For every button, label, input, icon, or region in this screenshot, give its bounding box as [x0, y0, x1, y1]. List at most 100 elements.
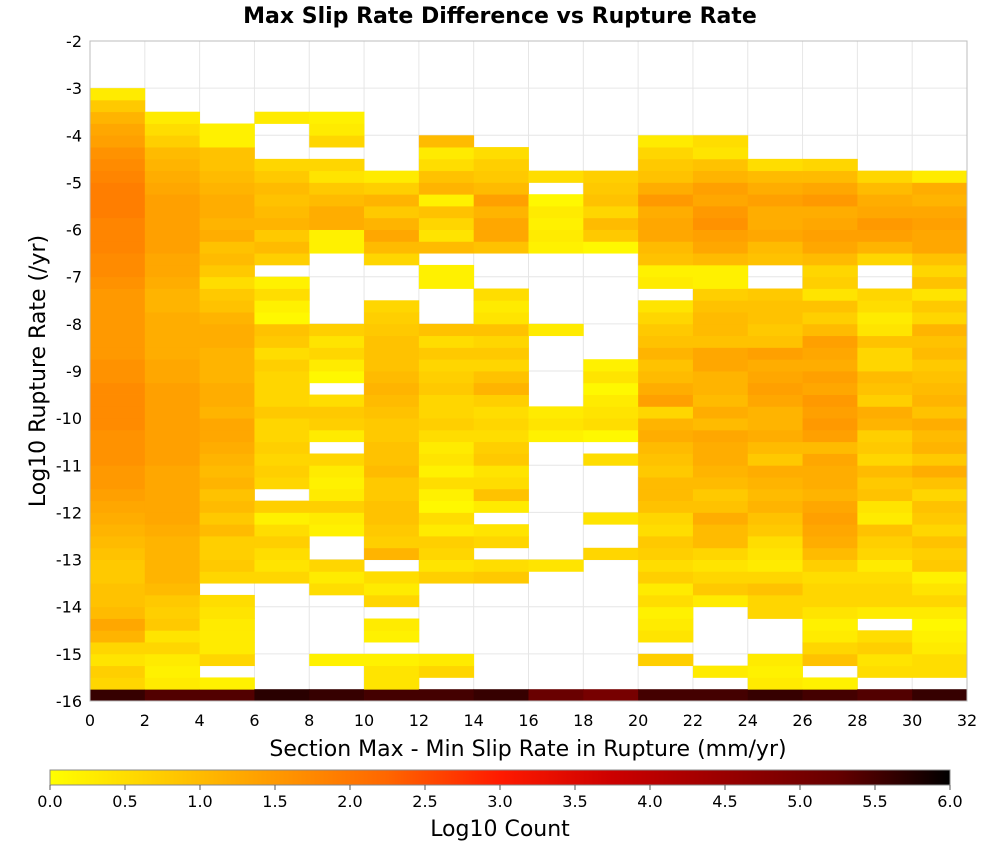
heatmap-cell [199, 170, 255, 183]
colorbar-ticks: 0.0 0.5 1.0 1.5 2.0 2.5 3.0 3.5 4.0 4.5 5.0 5.5 6.0 [37, 785, 963, 811]
x-axis-ticks: 0 2 4 6 8 10 12 14 16 18 20 22 24 26 28 30 32 [85, 711, 977, 730]
heatmap-cell [144, 512, 201, 525]
colorbar-tick-label: 5.0 [787, 792, 812, 811]
heatmap-cell [912, 182, 968, 195]
heatmap-cell [912, 394, 968, 407]
heatmap-cell [802, 229, 858, 242]
heatmap-cell [473, 465, 529, 478]
heatmap-cell [912, 194, 968, 207]
heatmap-cell [90, 217, 146, 230]
heatmap-cell [747, 229, 803, 242]
heatmap-cell [912, 429, 968, 443]
heatmap-cell [364, 524, 420, 537]
heatmap-cell [912, 264, 968, 278]
heatmap-cell [912, 276, 968, 289]
heatmap-cell [309, 689, 365, 702]
heatmap-cell [418, 418, 475, 431]
heatmap-cell [199, 135, 255, 148]
heatmap-cell [309, 241, 365, 254]
heatmap-cell [254, 111, 310, 124]
colorbar-tick-label: 0.0 [37, 792, 62, 811]
x-tick-label: 10 [354, 711, 374, 730]
heatmap-cell [90, 99, 146, 113]
heatmap-cell [583, 418, 639, 431]
heatmap-cell [144, 347, 201, 360]
heatmap-cell [254, 347, 310, 360]
heatmap-cell [692, 594, 749, 608]
heatmap-cell [802, 689, 858, 702]
heatmap-cell [418, 524, 475, 537]
heatmap-cell [90, 264, 146, 278]
heatmap-cell [638, 394, 694, 407]
heatmap-cell [857, 477, 913, 490]
heatmap-cell [802, 618, 858, 631]
heatmap-cell [802, 194, 858, 207]
heatmap-cell [144, 453, 201, 466]
heatmap-cell [90, 642, 146, 655]
heatmap-cell [364, 253, 420, 266]
heatmap-cell [857, 488, 913, 502]
heatmap-cell [747, 194, 803, 207]
heatmap-cell [90, 477, 146, 490]
heatmap-cell [528, 170, 584, 183]
heatmap-cell [802, 182, 858, 195]
heatmap-cell [912, 571, 968, 584]
heatmap-cell [912, 312, 968, 325]
heatmap-cell [912, 630, 968, 643]
y-tick-label: -4 [66, 126, 82, 145]
heatmap-cell [692, 312, 749, 325]
heatmap-cell [747, 170, 803, 183]
heatmap-cell [309, 371, 365, 384]
heatmap-cell [912, 477, 968, 490]
heatmap-cell [857, 229, 913, 242]
heatmap-cell [638, 512, 694, 525]
heatmap-cell [912, 618, 968, 631]
heatmap-cell [802, 642, 858, 655]
heatmap-cell [692, 147, 749, 160]
heatmap-cell [473, 406, 529, 419]
heatmap-cell [364, 182, 420, 195]
heatmap-cell [364, 300, 420, 313]
heatmap-cell [90, 147, 146, 160]
heatmap-cell [802, 594, 858, 608]
heatmap-cell [144, 559, 201, 572]
heatmap-cell [418, 653, 475, 667]
heatmap-cell [364, 206, 420, 219]
heatmap-cell [802, 406, 858, 419]
heatmap-cell [638, 524, 694, 537]
heatmap-cell [857, 253, 913, 266]
heatmap-cell [747, 559, 803, 572]
heatmap-cell [418, 571, 475, 584]
heatmap-cell [692, 194, 749, 207]
heatmap-cell [583, 229, 639, 242]
heatmap-cell [418, 194, 475, 207]
heatmap-cell [144, 111, 201, 124]
heatmap-cell [638, 323, 694, 337]
heatmap-cell [802, 418, 858, 431]
heatmap-cell [473, 170, 529, 183]
heatmap-cell [747, 453, 803, 466]
heatmap-cell [638, 618, 694, 631]
heatmap-cell [199, 453, 255, 466]
heatmap-cell [692, 488, 749, 502]
y-tick-label: -14 [56, 598, 82, 617]
heatmap-cell [638, 194, 694, 207]
x-tick-label: 26 [792, 711, 812, 730]
heatmap-cell [90, 88, 146, 101]
heatmap-cell [857, 206, 913, 219]
plot-frame [89, 40, 968, 702]
heatmap-cell [473, 229, 529, 242]
heatmap-cell [309, 418, 365, 431]
heatmap-cell [199, 359, 255, 372]
heatmap-cell [802, 347, 858, 360]
heatmap-cell [199, 123, 255, 136]
heatmap-cell [90, 418, 146, 431]
heatmap-cell [364, 371, 420, 384]
heatmap-cell [857, 323, 913, 337]
heatmap-cell [309, 335, 365, 348]
colorbar-tick-label: 4.0 [637, 792, 662, 811]
heatmap-cell [473, 394, 529, 407]
x-tick-label: 2 [140, 711, 150, 730]
heatmap-cell [364, 512, 420, 525]
heatmap-cell [90, 170, 146, 183]
